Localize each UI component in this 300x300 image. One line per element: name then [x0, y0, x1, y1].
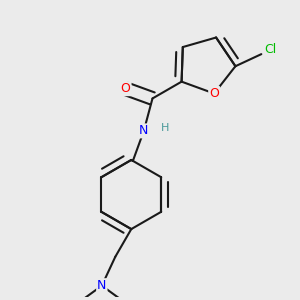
- Text: H: H: [160, 123, 169, 134]
- Text: Cl: Cl: [264, 44, 277, 56]
- Text: O: O: [209, 87, 219, 100]
- Text: N: N: [97, 279, 106, 292]
- Text: N: N: [139, 124, 148, 137]
- Text: O: O: [121, 82, 130, 95]
